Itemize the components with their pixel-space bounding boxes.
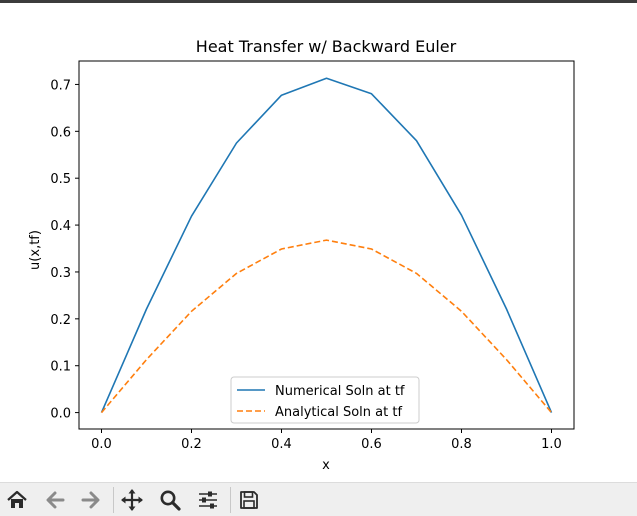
home-button[interactable] — [2, 486, 32, 514]
pan-button[interactable] — [117, 486, 147, 514]
series-line-numerical — [100, 77, 553, 413]
legend-box — [230, 376, 420, 424]
x-tick-label: 0.2 — [181, 437, 202, 452]
magnifier-icon — [160, 490, 181, 511]
axes: 0.0 0.2 0.4 0.6 0.8 1.0 0.0 0.1 0.2 0.3 0.4 0.5 0.6 0… — [50, 60, 575, 452]
y-tick-label: 0.2 — [50, 313, 71, 328]
forward-button[interactable] — [76, 486, 106, 514]
series-lines — [100, 77, 553, 414]
y-tick-label: 0.6 — [50, 125, 71, 140]
toolbar-separator — [113, 487, 114, 513]
figure-canvas[interactable]: Heat Transfer w/ Backward Euler 0.0 0.2 0.… — [0, 3, 637, 482]
sliders-icon — [199, 491, 217, 509]
x-tick-label: 1.0 — [541, 437, 562, 452]
legend-label-numerical: Numerical Soln at tf — [275, 384, 405, 399]
y-tick-label: 0.7 — [50, 78, 71, 93]
y-tick-label: 0.1 — [50, 360, 71, 375]
x-tick-label: 0.6 — [361, 437, 382, 452]
series-line-analytical — [100, 239, 553, 414]
floppy-disk-icon — [240, 491, 258, 509]
x-axis-label: x — [322, 458, 330, 473]
back-button[interactable] — [40, 486, 70, 514]
toolbar-separator — [230, 487, 231, 513]
y-tick-label: 0.3 — [50, 266, 71, 281]
zoom-button[interactable] — [155, 486, 185, 514]
arrow-left-icon — [46, 491, 65, 509]
y-tick-label: 0.5 — [50, 172, 71, 187]
home-icon — [7, 490, 27, 508]
chart-title: Heat Transfer w/ Backward Euler — [196, 37, 457, 56]
y-tick-label: 0.0 — [50, 407, 71, 422]
navigation-toolbar — [0, 482, 637, 516]
arrow-right-icon — [81, 491, 100, 509]
window-top-edge — [0, 0, 637, 3]
plot-frame — [78, 60, 575, 430]
configure-subplots-button[interactable] — [193, 486, 223, 514]
legend: Numerical Soln at tf Analytical Soln at t… — [230, 376, 420, 424]
x-tick-label: 0.0 — [91, 437, 112, 452]
y-tick-label: 0.4 — [50, 219, 71, 234]
y-axis-label: u(x,tf) — [28, 230, 43, 270]
save-button[interactable] — [234, 486, 264, 514]
legend-label-analytical: Analytical Soln at tf — [275, 405, 402, 420]
x-tick-label: 0.8 — [451, 437, 472, 452]
x-tick-label: 0.4 — [271, 437, 292, 452]
move-icon — [121, 489, 143, 511]
line-chart: Heat Transfer w/ Backward Euler 0.0 0.2 0.… — [28, 37, 575, 473]
